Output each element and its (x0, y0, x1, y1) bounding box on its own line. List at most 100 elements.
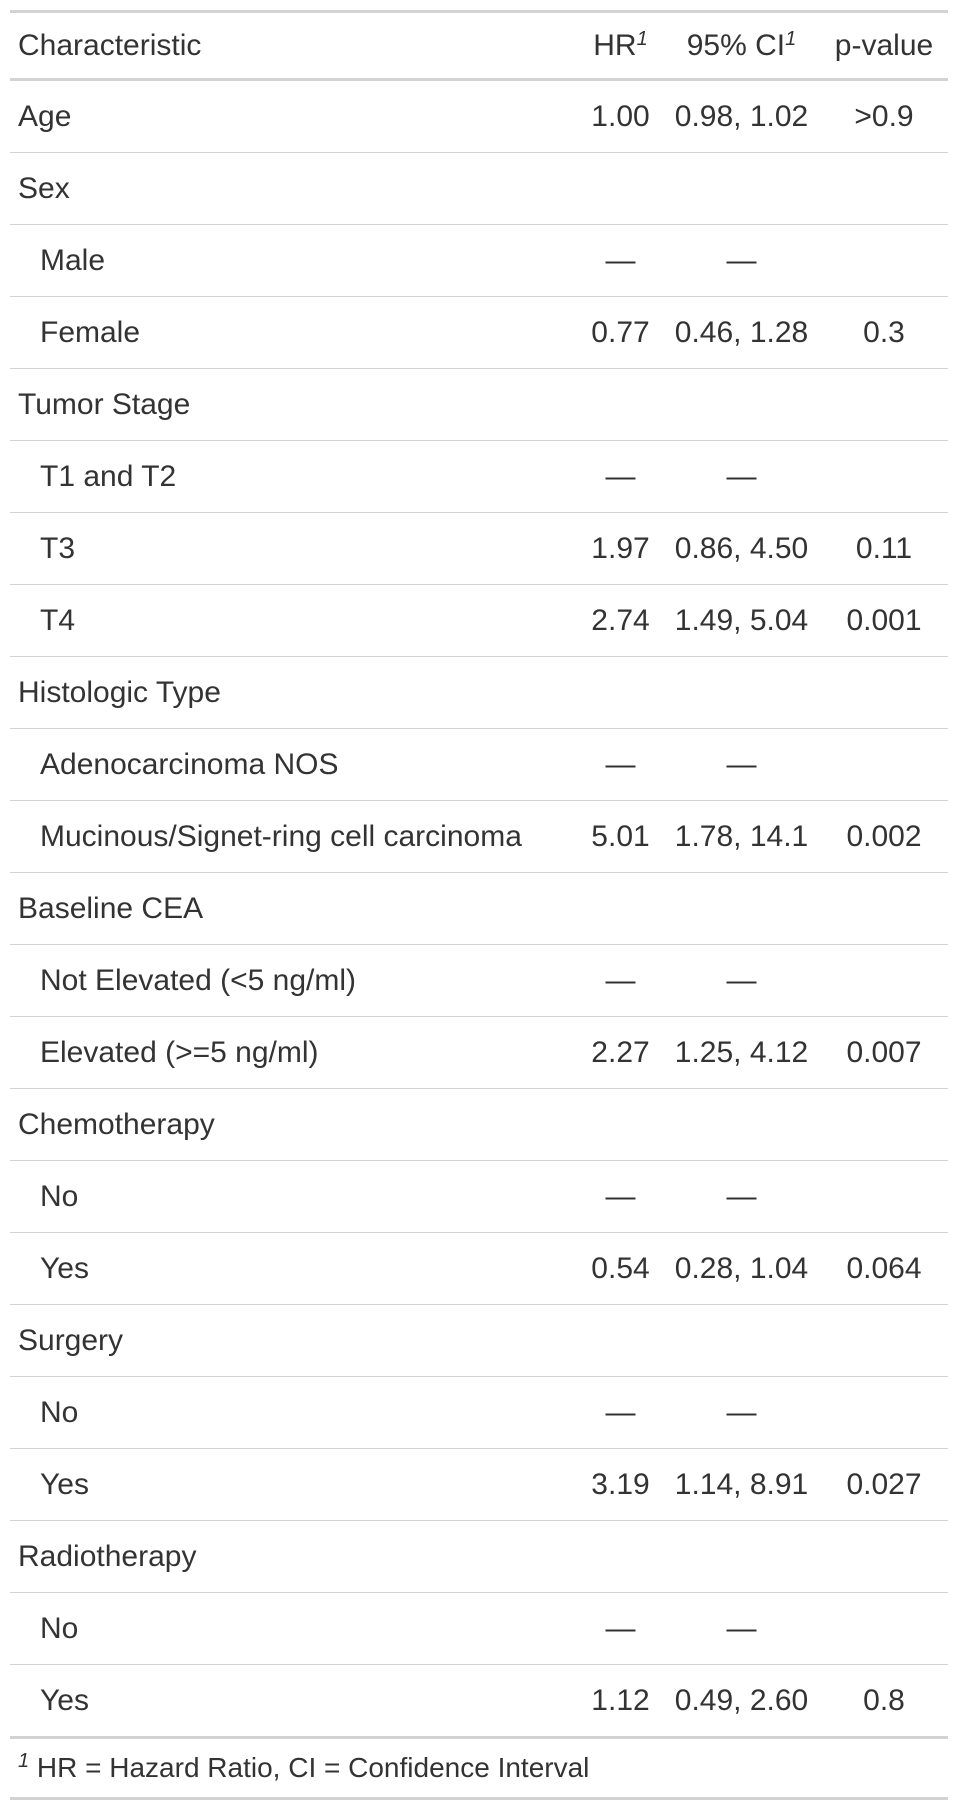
table-row-level: Male — — (10, 224, 948, 297)
cell-characteristic: Adenocarcinoma NOS (10, 728, 578, 801)
cell-ci: — (663, 944, 820, 1017)
cell-p-value (820, 440, 948, 513)
table-row-level: Yes 3.19 1.14, 8.91 0.027 (10, 1448, 948, 1521)
cell-hr: 1.12 (578, 1664, 663, 1739)
cell-p-value (820, 224, 948, 297)
cell-p-value: >0.9 (820, 79, 948, 153)
cell-hr: 2.27 (578, 1016, 663, 1089)
cell-hr: 1.00 (578, 79, 663, 153)
cell-ci: — (663, 1592, 820, 1665)
cell-p-value: 0.007 (820, 1016, 948, 1089)
cell-p-value (820, 656, 948, 729)
table-row-level: Mucinous/Signet-ring cell carcinoma 5.01 1… (10, 800, 948, 873)
cell-hr (578, 656, 663, 729)
header-p-value: p-value (820, 10, 948, 81)
cell-characteristic: Elevated (>=5 ng/ml) (10, 1016, 578, 1089)
cell-hr (578, 1304, 663, 1377)
cell-p-value: 0.3 (820, 296, 948, 369)
cell-characteristic: Surgery (10, 1304, 578, 1377)
cell-ci (663, 656, 820, 729)
header-hr-label: HR (593, 28, 637, 62)
cell-ci (663, 368, 820, 441)
cell-ci (663, 152, 820, 225)
cell-hr: — (578, 440, 663, 513)
cell-hr (578, 1088, 663, 1161)
table-row-level: Yes 1.12 0.49, 2.60 0.8 (10, 1664, 948, 1739)
cell-hr: 2.74 (578, 584, 663, 657)
cell-ci (663, 1088, 820, 1161)
table-row-variable: Baseline CEA (10, 872, 948, 945)
header-p-value-label: p-value (834, 28, 934, 62)
cell-hr: 0.77 (578, 296, 663, 369)
header-ci: 95% CI1 (663, 10, 820, 81)
table-row-variable: Surgery (10, 1304, 948, 1377)
table-row-level: Elevated (>=5 ng/ml) 2.27 1.25, 4.12 0.007 (10, 1016, 948, 1089)
table-row-level: No — — (10, 1160, 948, 1233)
header-ci-footnote-mark: 1 (785, 27, 797, 50)
table-header: Characteristic HR 1 95% CI1 p-value (10, 10, 948, 81)
cell-p-value (820, 1304, 948, 1377)
cell-p-value: 0.001 (820, 584, 948, 657)
cell-hr: — (578, 1160, 663, 1233)
footnote-row: 1 HR = Hazard Ratio, CI = Confidence Int… (10, 1737, 948, 1800)
header-ci-label: 95% CI (686, 28, 786, 62)
footnote-mark: 1 (18, 1750, 30, 1772)
cell-characteristic: Baseline CEA (10, 872, 578, 945)
cell-characteristic: Tumor Stage (10, 368, 578, 441)
table-body: Age 1.00 0.98, 1.02 >0.9 Sex Male — — Female 0.77… (10, 79, 948, 1739)
cell-hr: — (578, 728, 663, 801)
cell-ci: 0.49, 2.60 (663, 1664, 820, 1739)
cell-characteristic: Male (10, 224, 578, 297)
cell-ci: 1.14, 8.91 (663, 1448, 820, 1521)
cell-hr (578, 152, 663, 225)
cell-characteristic: Age (10, 79, 578, 153)
table-row-level: T3 1.97 0.86, 4.50 0.11 (10, 512, 948, 585)
cell-characteristic: Radiotherapy (10, 1520, 578, 1593)
cell-ci: — (663, 440, 820, 513)
cell-ci: — (663, 1376, 820, 1449)
cell-characteristic: Not Elevated (<5 ng/ml) (10, 944, 578, 1017)
cell-p-value (820, 1592, 948, 1665)
cell-hr: — (578, 224, 663, 297)
cell-characteristic: Yes (10, 1232, 578, 1305)
table-row-level: Yes 0.54 0.28, 1.04 0.064 (10, 1232, 948, 1305)
table-row-variable: Tumor Stage (10, 368, 948, 441)
table-footer: 1 HR = Hazard Ratio, CI = Confidence Int… (10, 1737, 948, 1800)
table-row-variable: Histologic Type (10, 656, 948, 729)
table-row-variable: Chemotherapy (10, 1088, 948, 1161)
cell-characteristic: Histologic Type (10, 656, 578, 729)
table-row-level: Adenocarcinoma NOS — — (10, 728, 948, 801)
cell-hr: — (578, 1592, 663, 1665)
cell-hr (578, 872, 663, 945)
cell-characteristic: T1 and T2 (10, 440, 578, 513)
cell-ci: 0.86, 4.50 (663, 512, 820, 585)
cell-ci: — (663, 728, 820, 801)
cell-hr: 1.97 (578, 512, 663, 585)
cell-characteristic: Mucinous/Signet-ring cell carcinoma (10, 800, 578, 873)
cell-characteristic: No (10, 1160, 578, 1233)
header-characteristic-label: Characteristic (18, 28, 202, 62)
cell-p-value: 0.11 (820, 512, 948, 585)
cell-characteristic: T3 (10, 512, 578, 585)
cell-characteristic: Female (10, 296, 578, 369)
cell-p-value (820, 944, 948, 1017)
table-row-variable: Radiotherapy (10, 1520, 948, 1593)
cell-ci (663, 872, 820, 945)
cell-ci: 0.46, 1.28 (663, 296, 820, 369)
cell-p-value (820, 1376, 948, 1449)
table-row-level: T4 2.74 1.49, 5.04 0.001 (10, 584, 948, 657)
cell-p-value (820, 1160, 948, 1233)
cell-hr (578, 1520, 663, 1593)
cell-ci: 1.49, 5.04 (663, 584, 820, 657)
cell-p-value (820, 872, 948, 945)
header-characteristic: Characteristic (10, 10, 578, 81)
table-row-level: Female 0.77 0.46, 1.28 0.3 (10, 296, 948, 369)
cell-hr: 0.54 (578, 1232, 663, 1305)
cell-ci: 1.25, 4.12 (663, 1016, 820, 1089)
cell-characteristic: Sex (10, 152, 578, 225)
cell-ci (663, 1304, 820, 1377)
cell-ci (663, 1520, 820, 1593)
cell-hr: — (578, 1376, 663, 1449)
cell-p-value (820, 1520, 948, 1593)
